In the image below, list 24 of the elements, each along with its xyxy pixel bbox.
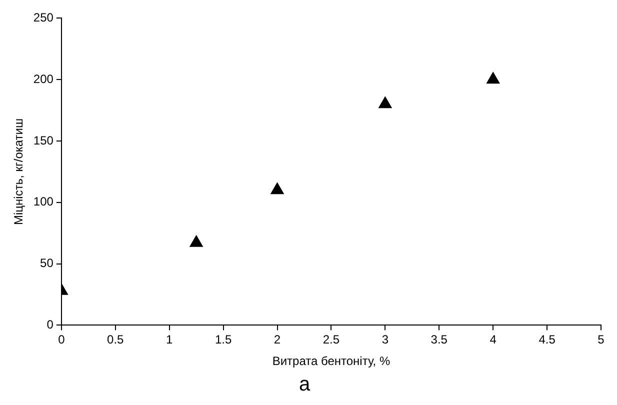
x-tick-label: 5 [598, 332, 605, 347]
x-tick-label: 3 [382, 332, 389, 347]
y-tick-label: 50 [40, 256, 54, 270]
x-tick-label: 2.5 [322, 332, 340, 347]
point [486, 72, 500, 84]
y-tick-label: 250 [33, 10, 54, 25]
y-tick-label: 100 [33, 194, 54, 209]
y-tick-label: 150 [33, 133, 54, 148]
y-tick-label: 200 [33, 72, 54, 86]
x-tick-label: 3.5 [430, 332, 448, 347]
x-axis-title: Витрата бентоніту, % [272, 354, 390, 368]
x-tick-label: 1 [166, 332, 173, 347]
point [378, 96, 392, 108]
x-tick-label: 4.5 [538, 332, 556, 347]
y-tick-label: 0 [46, 318, 54, 332]
point [190, 235, 203, 247]
y-axis-title: Міцність, кг/окатиш [12, 118, 26, 226]
x-tick-label: 0 [58, 332, 66, 347]
x-tick-label: 1.5 [214, 332, 232, 347]
text: а [298, 374, 311, 396]
point [270, 182, 284, 194]
x-tick-label: 0.5 [107, 332, 124, 347]
x-tick-label: 4 [490, 332, 497, 347]
x-tick-label: 2 [274, 332, 281, 347]
